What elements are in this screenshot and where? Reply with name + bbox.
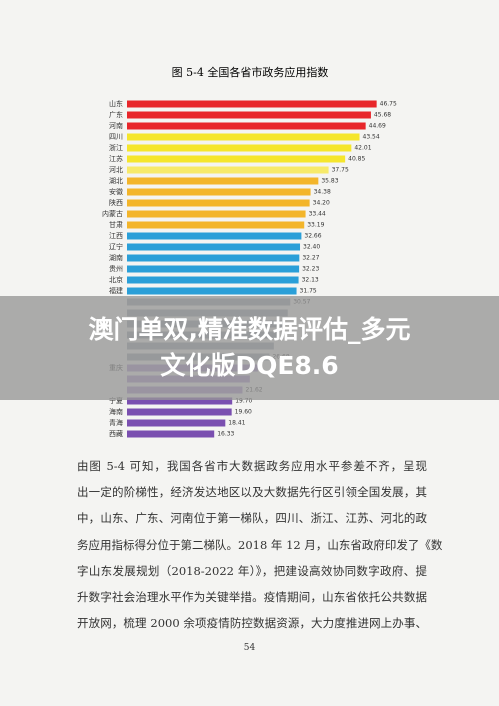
overlay-banner: 澳门单双,精准数据评估_多元 文化版DQE8.6: [0, 296, 499, 400]
value-label: 32.40: [303, 244, 320, 251]
bar: [127, 133, 360, 141]
category-label: 青海: [109, 418, 123, 427]
chart-title: 图 5-4 全国各省市政务应用指数: [172, 65, 329, 79]
category-label: 北京: [109, 275, 123, 284]
category-label: 河北: [109, 166, 123, 174]
category-label: 湖南: [109, 253, 123, 262]
category-label: 四川: [109, 133, 123, 141]
bar: [127, 210, 306, 218]
category-label: 山东: [109, 99, 123, 108]
category-label: 安徽: [109, 187, 123, 196]
bar: [127, 111, 371, 119]
body-line: 出一定的阶梯性，经济发达地区以及大数据先行区引领全国发展，其: [77, 485, 427, 500]
value-label: 45.68: [374, 112, 391, 119]
body-line: 务应用指标得分位于第二梯队。2018 年 12 月，山东省政府印发了《数: [77, 537, 443, 552]
body-line: 开放网，梳理 2000 余项疫情防控数据资源，大力度推进网上办事、: [77, 616, 427, 631]
banner-line: 文化版DQE8.6: [160, 351, 339, 380]
banner-line: 澳门单双,精准数据评估_多元: [88, 315, 411, 344]
value-label: 44.69: [369, 123, 386, 130]
value-label: 42.01: [354, 145, 371, 152]
value-label: 31.75: [300, 288, 317, 295]
page-number: 54: [243, 643, 256, 653]
category-label: 湖北: [109, 176, 123, 185]
category-label: 福建: [109, 286, 123, 295]
bar: [127, 397, 233, 405]
value-label: 18.41: [228, 420, 245, 427]
category-label: 广东: [109, 110, 123, 119]
value-label: 35.83: [321, 178, 338, 185]
value-label: 34.20: [313, 200, 330, 207]
value-label: 32.13: [302, 277, 319, 284]
value-label: 33.44: [309, 211, 326, 218]
value-label: 16.33: [217, 431, 234, 438]
category-label: 贵州: [109, 264, 123, 273]
value-label: 19.70: [235, 398, 252, 405]
value-label: 43.54: [363, 134, 380, 141]
body-line: 由图 5-4 可知，我国各省市大数据政务应用水平参差不齐，呈现: [77, 459, 427, 473]
bar: [127, 199, 310, 207]
value-label: 34.38: [314, 189, 331, 196]
category-label: 西藏: [109, 429, 123, 438]
value-label: 40.85: [348, 156, 365, 163]
bar: [127, 430, 215, 438]
bar: [127, 144, 352, 152]
bar: [127, 188, 311, 196]
category-label: 辽宁: [109, 242, 123, 251]
bar: [127, 254, 300, 262]
bar: [127, 243, 301, 251]
category-label: 江苏: [109, 154, 123, 163]
body-line: 字山东发展规划（2018-2022 年）》，把建设高效协同数字政府、提: [77, 563, 427, 578]
value-label: 19.60: [235, 409, 252, 416]
body-line: 升数字社会治理水平作为关键举措。疫情期间，山东省依托公共数据: [77, 590, 427, 604]
category-label: 甘肃: [109, 220, 123, 229]
category-label: 陕西: [109, 198, 123, 207]
bar: [127, 221, 305, 229]
value-label: 46.75: [380, 101, 397, 108]
body-line: 中，山东、广东、河南位于第一梯队，四川、浙江、江苏、河北的政: [77, 511, 427, 526]
bar: [127, 122, 366, 130]
bar: [127, 232, 302, 240]
category-label: 浙江: [109, 143, 123, 152]
bar: [127, 265, 300, 273]
value-label: 32.66: [304, 233, 321, 240]
value-label: 32.27: [302, 255, 319, 262]
bar: [127, 287, 297, 295]
category-label: 江西: [109, 232, 123, 240]
value-label: 33.19: [307, 222, 324, 229]
value-label: 37.75: [332, 167, 349, 174]
bar: [127, 177, 319, 185]
bar: [127, 166, 329, 174]
category-label: 宁夏: [109, 396, 123, 405]
bar: [127, 408, 232, 416]
bar: [127, 419, 226, 427]
bar: [127, 155, 346, 163]
category-label: 河南: [109, 121, 123, 130]
value-label: 32.23: [302, 266, 319, 273]
bar: [127, 276, 299, 284]
category-label: 海南: [109, 407, 123, 416]
bar: [127, 100, 377, 108]
category-label: 内蒙古: [102, 209, 123, 218]
